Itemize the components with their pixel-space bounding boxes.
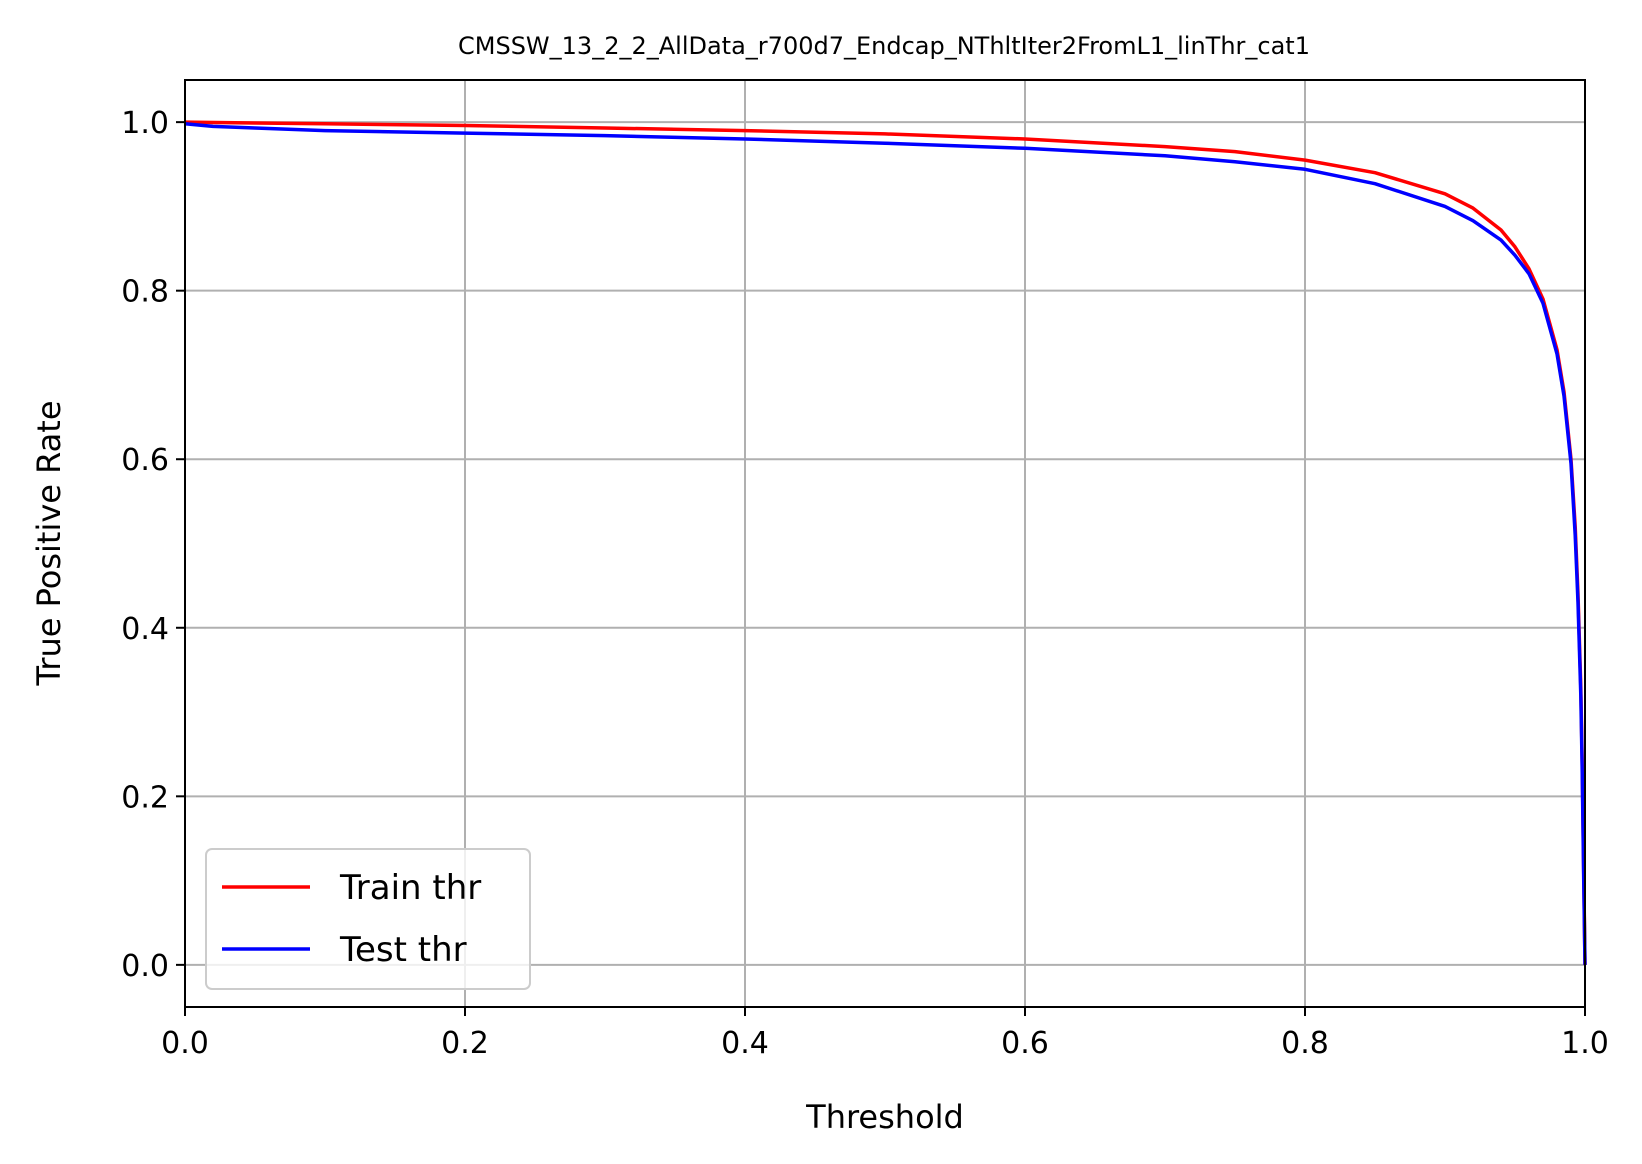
x-tick-label: 0.8 <box>1281 1026 1329 1061</box>
x-tick-label: 1.0 <box>1561 1026 1609 1061</box>
legend-box <box>205 848 531 990</box>
x-tick-label: 0.6 <box>1001 1026 1049 1061</box>
y-axis-label: True Positive Rate <box>30 400 68 686</box>
chart-title: CMSSW_13_2_2_AllData_r700d7_Endcap_NThlt… <box>458 32 1310 60</box>
x-tick-label: 0.2 <box>441 1026 489 1061</box>
y-tick-label: 1.0 <box>121 106 169 141</box>
y-tick-label: 0.8 <box>121 275 169 310</box>
grid <box>184 80 1586 1007</box>
x-axis-label: Threshold <box>805 1098 964 1136</box>
series-line-test-thr <box>184 122 1587 965</box>
legend-label-train-thr: Train thr <box>339 868 481 908</box>
x-tick-label: 0.0 <box>161 1026 209 1061</box>
x-tick-label: 0.4 <box>721 1026 769 1061</box>
plot-frame <box>184 79 1586 1008</box>
ticks: 0.0 0.2 0.4 0.6 0.8 1.0 0.0 0.2 0.4 0.6 0.8 1.0 <box>121 106 1609 1061</box>
legend: Train thr Test thr <box>205 848 531 990</box>
series-group <box>184 120 1587 965</box>
y-tick-label: 0.6 <box>121 443 169 478</box>
y-tick-label: 0.2 <box>121 780 169 815</box>
y-tick-label: 0.4 <box>121 612 169 647</box>
legend-label-test-thr: Test thr <box>339 930 467 970</box>
y-tick-label: 0.0 <box>121 949 169 984</box>
